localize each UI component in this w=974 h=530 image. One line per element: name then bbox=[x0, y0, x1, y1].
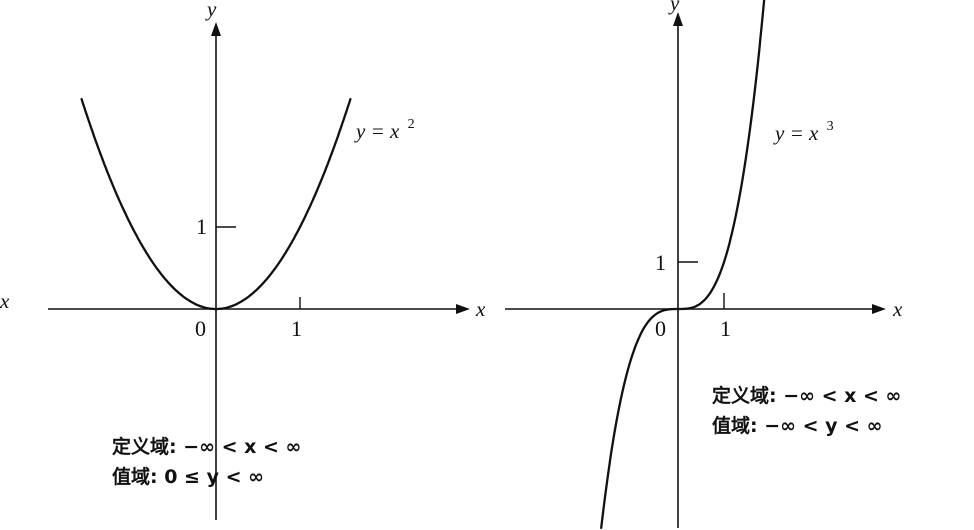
left-origin-label: 0 bbox=[195, 316, 206, 341]
right-graph: y x 0 1 1 y = x 3 bbox=[505, 0, 903, 530]
cubic-equation-base: y = x bbox=[773, 121, 819, 145]
parabola-equation-exponent: 2 bbox=[408, 117, 415, 132]
left-edge-x-label: x bbox=[0, 289, 10, 313]
right-domain-text: 定义域: −∞ < x < ∞ bbox=[712, 385, 902, 407]
right-y-axis-label: y bbox=[668, 0, 680, 15]
parabola-curve bbox=[80, 97, 352, 311]
cubic-curve bbox=[600, 0, 766, 530]
cubic-equation-label: y = x 3 bbox=[773, 119, 834, 145]
right-x-tick-label: 1 bbox=[720, 316, 731, 341]
left-y-axis-arrow bbox=[211, 22, 221, 36]
right-range-text: 值域: −∞ < y < ∞ bbox=[712, 415, 883, 437]
cubic-equation-exponent: 3 bbox=[827, 119, 834, 134]
right-y-axis-arrow bbox=[673, 12, 683, 26]
right-x-axis-arrow bbox=[872, 304, 886, 314]
right-x-axis-label: x bbox=[892, 297, 903, 321]
left-domain-range-caption: 定义域: −∞ < x < ∞ 值域: 0 ≤ y < ∞ bbox=[112, 432, 301, 492]
left-x-axis-arrow bbox=[456, 304, 470, 314]
left-x-tick-label: 1 bbox=[291, 316, 302, 341]
left-x-axis-label: x bbox=[475, 297, 486, 321]
left-y-tick-label: 1 bbox=[196, 214, 207, 239]
parabola-equation-base: y = x bbox=[354, 119, 400, 143]
left-y-axis-label: y bbox=[205, 0, 217, 21]
left-range-text: 值域: 0 ≤ y < ∞ bbox=[112, 466, 264, 488]
right-y-tick-label: 1 bbox=[655, 250, 666, 275]
parabola-equation-label: y = x 2 bbox=[354, 117, 415, 143]
right-domain-range-caption: 定义域: −∞ < x < ∞ 值域: −∞ < y < ∞ bbox=[712, 381, 901, 441]
left-graph: y x x 0 1 1 y = x 2 bbox=[0, 0, 486, 520]
left-domain-text: 定义域: −∞ < x < ∞ bbox=[112, 436, 302, 458]
right-origin-label: 0 bbox=[655, 316, 666, 341]
